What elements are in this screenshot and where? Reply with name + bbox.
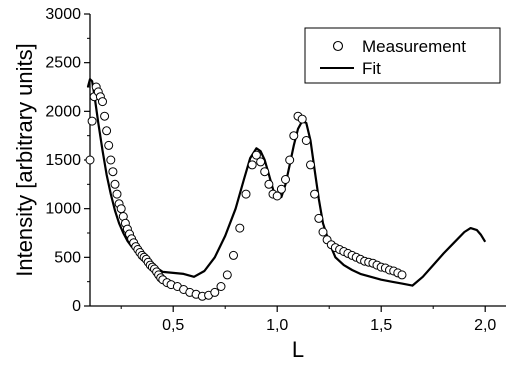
measurement-point: [276, 184, 286, 194]
legend-fit-label: Fit: [362, 59, 381, 78]
y-tick-label: 1500: [45, 152, 81, 169]
measurement-point: [100, 111, 110, 121]
measurement-point: [210, 287, 220, 297]
measurement-point: [264, 179, 274, 189]
measurement-point: [87, 116, 97, 126]
measurement-point: [98, 97, 107, 107]
measurement-point: [297, 114, 307, 124]
measurement-point: [112, 189, 122, 199]
measurement-point: [241, 189, 251, 199]
y-tick-label: 3000: [45, 6, 81, 23]
measurement-point: [102, 126, 112, 136]
measurement-point: [251, 150, 261, 160]
y-axis-ticks: 0 500 1000 1500 2000 2500 3000: [45, 6, 90, 315]
measurement-point: [104, 140, 114, 150]
legend: Measurement Fit: [304, 27, 501, 84]
measurement-point: [216, 282, 226, 291]
measurement-point: [256, 157, 266, 167]
x-tick-label: 1,0: [266, 317, 288, 334]
y-axis-title: Intensity [arbitrary units]: [12, 43, 37, 277]
measurement-point: [222, 270, 232, 280]
y-tick-label: 1000: [45, 201, 81, 218]
legend-measurement-label: Measurement: [362, 37, 466, 56]
measurement-point: [116, 204, 126, 214]
y-tick-label: 500: [54, 249, 81, 266]
measurement-series: [85, 82, 407, 301]
measurement-point: [397, 270, 407, 280]
y-tick-label: 2500: [45, 55, 81, 72]
measurement-point: [318, 227, 328, 237]
legend-measurement-marker: [332, 40, 344, 52]
y-tick-label: 2000: [45, 103, 81, 120]
x-axis-title: L: [292, 337, 304, 362]
legend-box: [304, 27, 501, 84]
measurement-point: [229, 250, 238, 260]
measurement-point: [310, 189, 320, 199]
measurement-point: [306, 160, 315, 170]
x-tick-label: 2,0: [474, 317, 496, 334]
measurement-point: [85, 155, 95, 165]
measurement-point: [281, 175, 290, 184]
measurement-point: [301, 136, 311, 145]
measurement-point: [235, 223, 245, 233]
x-axis-ticks: 0,5 1,0 1,5 2,0: [120, 306, 496, 334]
measurement-point: [314, 213, 324, 223]
measurement-point: [289, 131, 299, 141]
measurement-point: [272, 191, 282, 201]
measurement-point: [110, 179, 120, 189]
measurement-point: [260, 167, 270, 177]
measurement-point: [106, 155, 116, 165]
measurement-point: [247, 160, 257, 170]
y-tick-label: 0: [72, 298, 81, 315]
measurement-point: [108, 167, 118, 177]
x-tick-label: 1,5: [370, 317, 392, 334]
measurement-point: [285, 155, 295, 165]
x-tick-label: 0,5: [162, 317, 184, 334]
